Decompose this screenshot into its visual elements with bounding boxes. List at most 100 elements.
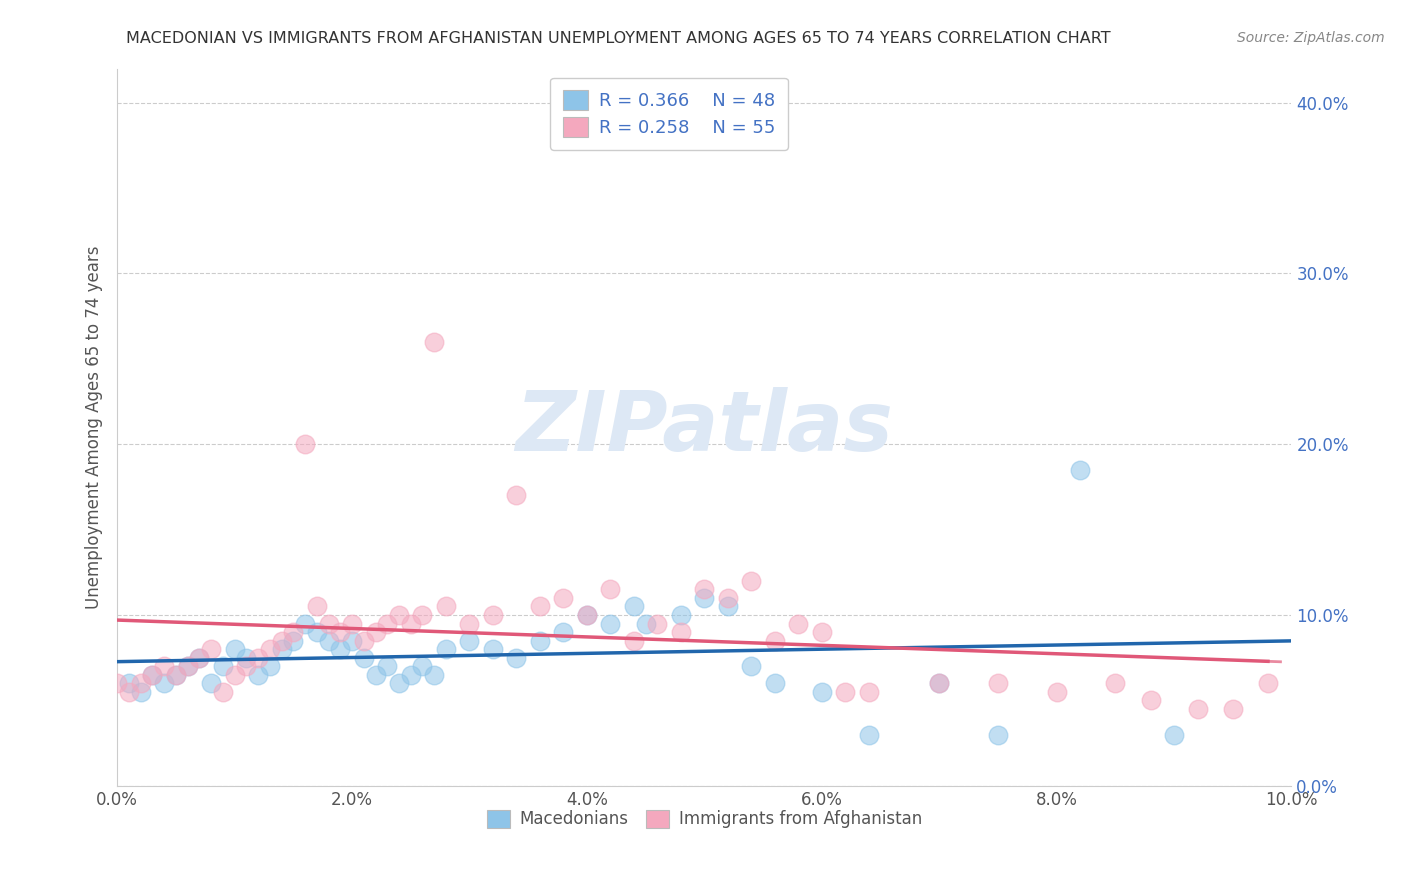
Point: [1139, 693, 1161, 707]
Point: [423, 334, 446, 349]
Point: [224, 667, 246, 681]
Point: [987, 727, 1010, 741]
Point: [411, 607, 433, 622]
Point: [165, 667, 187, 681]
Point: [375, 616, 398, 631]
Point: [1257, 676, 1279, 690]
Point: [329, 625, 352, 640]
Point: [129, 676, 152, 690]
Point: [318, 633, 340, 648]
Point: [575, 607, 598, 622]
Point: [529, 599, 551, 614]
Point: [553, 591, 575, 605]
Point: [717, 599, 740, 614]
Point: [329, 642, 352, 657]
Y-axis label: Unemployment Among Ages 65 to 74 years: Unemployment Among Ages 65 to 74 years: [86, 245, 103, 609]
Point: [235, 650, 257, 665]
Point: [200, 676, 222, 690]
Point: [553, 625, 575, 640]
Point: [259, 642, 281, 657]
Point: [623, 599, 645, 614]
Point: [1069, 463, 1091, 477]
Point: [987, 676, 1010, 690]
Point: [129, 685, 152, 699]
Point: [423, 667, 446, 681]
Point: [740, 659, 762, 673]
Point: [740, 574, 762, 588]
Point: [188, 650, 211, 665]
Point: [458, 633, 481, 648]
Legend: Macedonians, Immigrants from Afghanistan: Macedonians, Immigrants from Afghanistan: [479, 803, 929, 835]
Point: [188, 650, 211, 665]
Point: [763, 633, 786, 648]
Point: [599, 582, 621, 597]
Point: [176, 659, 198, 673]
Point: [693, 582, 716, 597]
Point: [118, 685, 141, 699]
Point: [212, 685, 235, 699]
Point: [294, 437, 316, 451]
Point: [283, 633, 305, 648]
Point: [575, 607, 598, 622]
Point: [928, 676, 950, 690]
Point: [858, 685, 880, 699]
Point: [165, 667, 187, 681]
Point: [1045, 685, 1067, 699]
Point: [669, 625, 692, 640]
Point: [153, 676, 176, 690]
Point: [212, 659, 235, 673]
Point: [411, 659, 433, 673]
Point: [259, 659, 281, 673]
Point: [669, 607, 692, 622]
Point: [235, 659, 257, 673]
Point: [810, 685, 832, 699]
Point: [141, 667, 163, 681]
Point: [787, 616, 810, 631]
Point: [340, 616, 363, 631]
Point: [353, 650, 375, 665]
Point: [105, 676, 128, 690]
Point: [340, 633, 363, 648]
Point: [599, 616, 621, 631]
Point: [247, 667, 270, 681]
Point: [141, 667, 163, 681]
Point: [318, 616, 340, 631]
Point: [353, 633, 375, 648]
Point: [388, 676, 411, 690]
Text: MACEDONIAN VS IMMIGRANTS FROM AFGHANISTAN UNEMPLOYMENT AMONG AGES 65 TO 74 YEARS: MACEDONIAN VS IMMIGRANTS FROM AFGHANISTA…: [127, 31, 1111, 46]
Point: [458, 616, 481, 631]
Point: [810, 625, 832, 640]
Point: [647, 616, 669, 631]
Point: [717, 591, 740, 605]
Point: [305, 599, 328, 614]
Point: [270, 633, 292, 648]
Point: [434, 599, 457, 614]
Point: [118, 676, 141, 690]
Point: [634, 616, 657, 631]
Point: [399, 616, 422, 631]
Point: [200, 642, 222, 657]
Point: [153, 659, 176, 673]
Point: [1104, 676, 1126, 690]
Point: [364, 667, 387, 681]
Point: [1163, 727, 1185, 741]
Point: [399, 667, 422, 681]
Point: [388, 607, 411, 622]
Point: [505, 488, 527, 502]
Point: [763, 676, 786, 690]
Point: [305, 625, 328, 640]
Point: [1222, 702, 1244, 716]
Point: [364, 625, 387, 640]
Point: [834, 685, 856, 699]
Point: [247, 650, 270, 665]
Point: [270, 642, 292, 657]
Point: [928, 676, 950, 690]
Text: ZIPatlas: ZIPatlas: [516, 386, 893, 467]
Point: [434, 642, 457, 657]
Point: [283, 625, 305, 640]
Point: [1187, 702, 1209, 716]
Point: [482, 607, 505, 622]
Point: [858, 727, 880, 741]
Point: [375, 659, 398, 673]
Point: [294, 616, 316, 631]
